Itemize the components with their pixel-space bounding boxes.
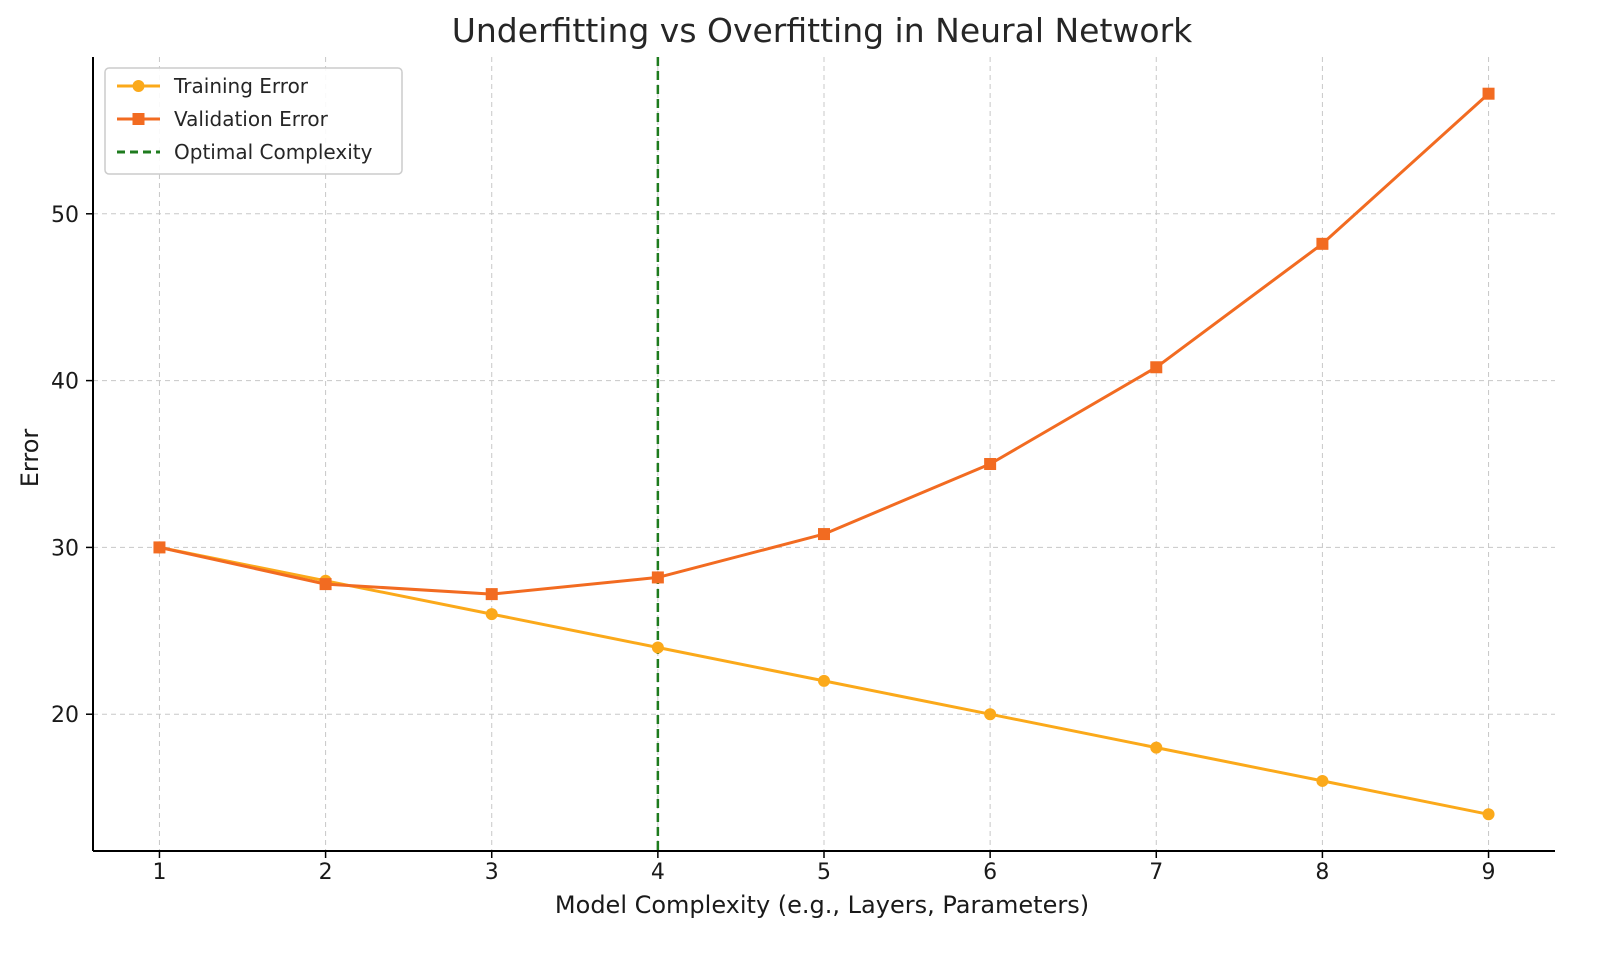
legend-label-validation-error: Validation Error bbox=[174, 107, 329, 131]
legend-marker-validation-error bbox=[132, 113, 145, 125]
legend-box bbox=[104, 67, 403, 175]
series-layer bbox=[153, 87, 1495, 821]
legend-item-validation-error: Validation Error bbox=[117, 107, 329, 131]
validation-error-point-6 bbox=[984, 458, 997, 471]
x-tick-label-8: 8 bbox=[1315, 860, 1329, 885]
training-error-point-6 bbox=[984, 708, 997, 721]
x-tick-label-5: 5 bbox=[817, 860, 831, 885]
legend-label-training-error: Training Error bbox=[173, 74, 309, 98]
legend-item-training-error: Training Error bbox=[117, 74, 309, 98]
y-tick-label-50: 50 bbox=[51, 203, 79, 228]
legend-marker-training-error bbox=[132, 80, 145, 92]
validation-error-point-8 bbox=[1316, 237, 1329, 250]
legend: Training Error Validation Error Optimal Co… bbox=[104, 67, 403, 175]
x-tick-label-4: 4 bbox=[651, 860, 665, 885]
x-tick-label-9: 9 bbox=[1482, 860, 1496, 885]
training-error-point-3 bbox=[485, 608, 498, 621]
validation-error-point-7 bbox=[1150, 361, 1163, 374]
grid bbox=[93, 57, 1555, 851]
x-tick-label-2: 2 bbox=[319, 860, 333, 885]
training-error-point-7 bbox=[1150, 741, 1163, 754]
training-error-point-5 bbox=[818, 674, 830, 687]
legend-item-optimal-complexity: Optimal Complexity bbox=[117, 140, 373, 164]
y-axis-title: Error bbox=[16, 429, 44, 488]
x-tick-label-7: 7 bbox=[1149, 860, 1163, 885]
x-tick-label-1: 1 bbox=[152, 860, 166, 885]
x-tick-label-3: 3 bbox=[485, 860, 499, 885]
x-tick-label-6: 6 bbox=[983, 860, 997, 885]
training-error-point-8 bbox=[1316, 774, 1329, 787]
y-tick-label-30: 30 bbox=[51, 536, 79, 561]
validation-error-series bbox=[153, 87, 1495, 601]
validation-error-point-9 bbox=[1482, 87, 1495, 100]
validation-error-point-1 bbox=[153, 541, 166, 554]
training-error-point-4 bbox=[651, 641, 664, 654]
validation-error-point-4 bbox=[651, 571, 664, 584]
y-tick-label-20: 20 bbox=[51, 703, 79, 728]
validation-error-point-2 bbox=[319, 578, 332, 591]
tick-labels: 1 2 3 4 5 6 7 8 9 20 30 40 50 bbox=[51, 203, 1496, 885]
training-error-point-9 bbox=[1482, 808, 1495, 821]
validation-error-point-5 bbox=[818, 528, 830, 541]
y-tick-label-40: 40 bbox=[51, 370, 79, 395]
chart-title: Underfitting vs Overfitting in Neural Ne… bbox=[452, 11, 1193, 50]
validation-error-point-3 bbox=[485, 588, 498, 601]
legend-label-optimal-complexity: Optimal Complexity bbox=[174, 140, 373, 164]
x-axis-title: Model Complexity (e.g., Layers, Paramete… bbox=[555, 891, 1089, 919]
